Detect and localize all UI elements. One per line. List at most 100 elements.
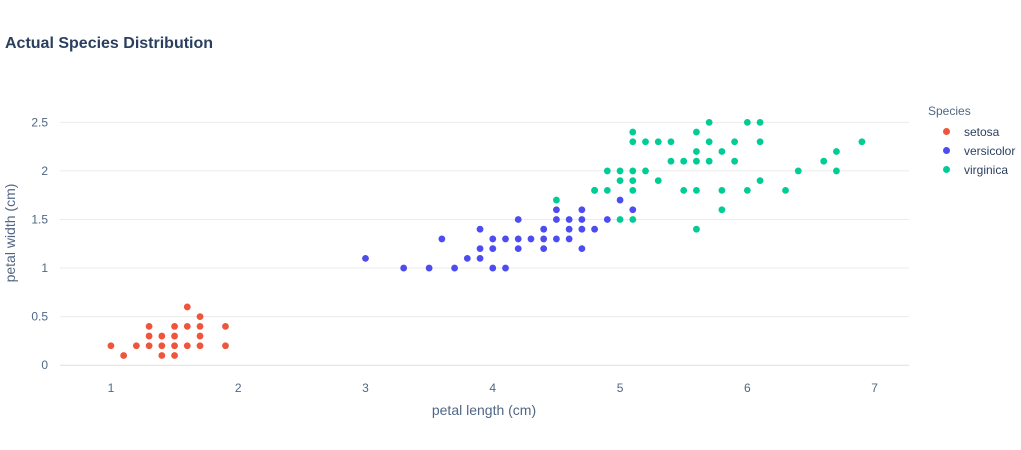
point-versicolor[interactable] [553,216,560,223]
point-versicolor[interactable] [451,264,458,272]
point-versicolor[interactable] [578,206,586,214]
point-versicolor[interactable] [629,206,637,214]
point-versicolor[interactable] [553,206,560,214]
point-versicolor[interactable] [489,245,497,253]
point-virginica[interactable] [731,138,739,146]
point-setosa[interactable] [145,332,153,340]
point-virginica[interactable] [629,177,637,185]
point-setosa[interactable] [158,342,166,350]
point-versicolor[interactable] [514,245,522,253]
point-setosa[interactable] [183,303,191,311]
point-setosa[interactable] [171,352,178,359]
point-virginica[interactable] [743,118,751,126]
point-virginica[interactable] [718,186,726,194]
point-virginica[interactable] [718,206,726,214]
point-virginica[interactable] [591,186,599,194]
point-versicolor[interactable] [476,254,484,262]
point-setosa[interactable] [145,322,153,330]
point-virginica[interactable] [616,216,624,223]
point-virginica[interactable] [718,148,726,155]
point-virginica[interactable] [693,148,700,155]
point-virginica[interactable] [693,225,700,233]
point-versicolor[interactable] [502,264,509,272]
point-versicolor[interactable] [603,216,611,223]
point-virginica[interactable] [629,138,637,146]
point-versicolor[interactable] [616,196,624,204]
point-virginica[interactable] [782,186,789,194]
point-virginica[interactable] [731,157,739,165]
point-versicolor[interactable] [438,235,446,243]
point-versicolor[interactable] [565,235,573,243]
legend-item-virginica[interactable]: virginica [928,160,1015,179]
point-versicolor[interactable] [540,225,548,233]
point-versicolor[interactable] [591,225,599,233]
point-virginica[interactable] [833,167,840,175]
point-setosa[interactable] [171,332,178,340]
point-virginica[interactable] [693,157,700,165]
point-virginica[interactable] [642,138,649,146]
point-virginica[interactable] [756,118,764,126]
point-setosa[interactable] [107,342,115,350]
point-setosa[interactable] [222,322,229,330]
legend-item-versicolor[interactable]: versicolor [928,141,1015,160]
point-setosa[interactable] [196,332,204,340]
point-versicolor[interactable] [514,216,522,223]
point-setosa[interactable] [132,342,140,350]
point-virginica[interactable] [743,186,751,194]
data-points[interactable] [107,118,866,359]
point-versicolor[interactable] [476,225,484,233]
point-setosa[interactable] [196,322,204,330]
point-virginica[interactable] [629,128,637,136]
point-setosa[interactable] [171,342,178,350]
point-versicolor[interactable] [540,245,548,253]
point-virginica[interactable] [705,157,713,165]
point-virginica[interactable] [616,167,624,175]
point-versicolor[interactable] [578,216,586,223]
point-versicolor[interactable] [578,245,586,253]
point-virginica[interactable] [603,186,611,194]
point-virginica[interactable] [680,186,688,194]
point-versicolor[interactable] [553,235,560,243]
point-versicolor[interactable] [565,216,573,223]
point-virginica[interactable] [833,148,840,155]
point-setosa[interactable] [171,322,178,330]
point-virginica[interactable] [616,177,624,185]
point-virginica[interactable] [756,138,764,146]
point-versicolor[interactable] [400,264,408,272]
point-versicolor[interactable] [362,254,369,262]
point-virginica[interactable] [603,167,611,175]
point-setosa[interactable] [196,342,204,350]
point-setosa[interactable] [120,352,128,359]
point-setosa[interactable] [145,342,153,350]
point-virginica[interactable] [820,157,828,165]
point-virginica[interactable] [553,196,560,204]
point-virginica[interactable] [629,216,637,223]
point-virginica[interactable] [629,167,637,175]
point-versicolor[interactable] [565,225,573,233]
point-versicolor[interactable] [527,235,535,243]
point-versicolor[interactable] [425,264,433,272]
point-virginica[interactable] [654,177,662,185]
point-versicolor[interactable] [489,235,497,243]
point-virginica[interactable] [858,138,866,146]
point-virginica[interactable] [756,177,764,185]
point-virginica[interactable] [705,118,713,126]
point-versicolor[interactable] [540,235,548,243]
point-virginica[interactable] [693,186,700,194]
point-virginica[interactable] [629,186,637,194]
point-setosa[interactable] [222,342,229,350]
point-versicolor[interactable] [476,245,484,253]
point-versicolor[interactable] [489,264,497,272]
point-virginica[interactable] [705,138,713,146]
point-versicolor[interactable] [514,235,522,243]
point-virginica[interactable] [667,157,675,165]
point-setosa[interactable] [183,322,191,330]
point-versicolor[interactable] [463,254,471,262]
point-virginica[interactable] [642,167,649,175]
point-setosa[interactable] [158,332,166,340]
point-virginica[interactable] [654,138,662,146]
point-setosa[interactable] [183,342,191,350]
point-versicolor[interactable] [578,225,586,233]
point-virginica[interactable] [667,138,675,146]
